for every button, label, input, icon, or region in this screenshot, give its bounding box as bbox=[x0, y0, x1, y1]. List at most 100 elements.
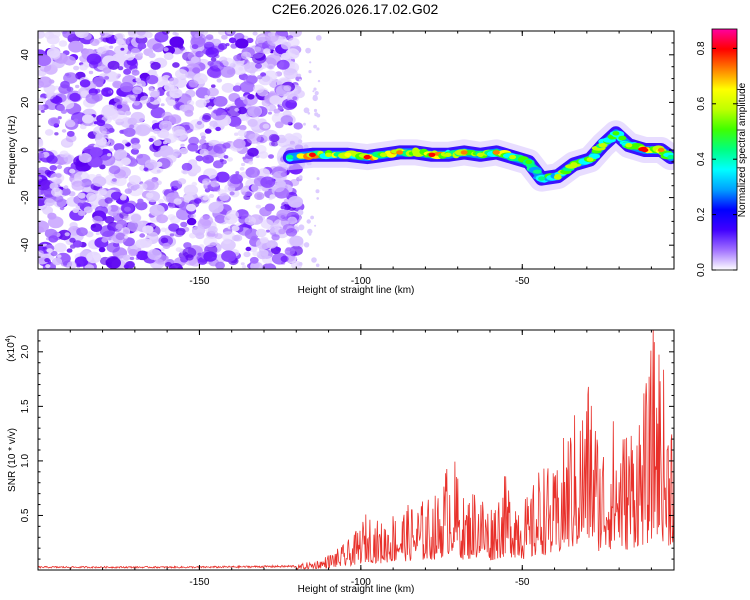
y-tick-label: 0 bbox=[20, 147, 31, 153]
noise-blob bbox=[308, 70, 312, 74]
noise-blob bbox=[169, 88, 183, 99]
noise-blob bbox=[285, 99, 298, 109]
noise-blob bbox=[177, 178, 187, 185]
noise-blob bbox=[46, 155, 58, 164]
noise-blob bbox=[124, 188, 132, 194]
noise-blob bbox=[66, 248, 73, 253]
noise-blob bbox=[102, 37, 109, 43]
noise-blob bbox=[307, 228, 313, 235]
noise-blob bbox=[277, 106, 284, 111]
noise-blob bbox=[61, 129, 67, 133]
noise-blob bbox=[114, 149, 128, 160]
noise-blob bbox=[271, 140, 279, 147]
noise-blob bbox=[257, 75, 263, 80]
noise-blob bbox=[167, 99, 176, 106]
noise-blob bbox=[312, 90, 315, 93]
signal-point bbox=[532, 169, 542, 174]
noise-blob bbox=[203, 251, 217, 262]
spectrogram-xlabel: Height of straight line (km) bbox=[298, 285, 415, 296]
noise-blob bbox=[202, 196, 209, 201]
noise-blob bbox=[144, 179, 159, 191]
noise-blob bbox=[51, 187, 63, 197]
noise-blob bbox=[214, 233, 223, 240]
noise-blob bbox=[95, 134, 103, 140]
noise-blob bbox=[183, 184, 199, 196]
noise-blob bbox=[254, 192, 265, 200]
noise-blob bbox=[268, 197, 273, 201]
snr-exponent-label: (x104) bbox=[5, 335, 17, 362]
noise-blob bbox=[58, 84, 72, 95]
noise-blob bbox=[250, 72, 255, 76]
colorbar-tick-label: 0.0 bbox=[696, 263, 707, 277]
signal-point bbox=[492, 150, 500, 155]
noise-blob bbox=[44, 129, 54, 136]
noise-blob bbox=[86, 53, 102, 65]
noise-blob bbox=[86, 251, 102, 264]
noise-blob bbox=[136, 123, 152, 136]
noise-blob bbox=[207, 87, 219, 97]
noise-blob bbox=[163, 47, 169, 52]
noise-blob bbox=[188, 80, 199, 88]
noise-blob bbox=[45, 264, 51, 269]
y-tick-label: 40 bbox=[20, 49, 31, 61]
noise-blob bbox=[256, 250, 269, 260]
noise-blob bbox=[49, 182, 59, 190]
noise-blob bbox=[193, 198, 202, 204]
noise-blob bbox=[113, 96, 123, 103]
noise-blob bbox=[137, 198, 144, 204]
noise-blob bbox=[179, 147, 188, 155]
snr-xlabel: Height of straight line (km) bbox=[298, 584, 415, 595]
noise-blob bbox=[255, 63, 262, 69]
colorbar-tick-label: 0.4 bbox=[696, 152, 707, 166]
noise-blob bbox=[148, 138, 154, 142]
noise-blob bbox=[195, 150, 200, 154]
noise-blob bbox=[195, 155, 204, 162]
noise-blob bbox=[93, 76, 104, 85]
noise-blob bbox=[201, 178, 212, 186]
noise-blob bbox=[149, 204, 165, 217]
noise-blob bbox=[255, 204, 261, 209]
noise-blob bbox=[208, 201, 224, 214]
noise-blob bbox=[287, 216, 298, 225]
noise-blob bbox=[205, 34, 214, 40]
noise-blob bbox=[133, 100, 140, 106]
noise-blob bbox=[108, 165, 121, 175]
noise-blob bbox=[77, 202, 83, 207]
noise-blob bbox=[179, 104, 189, 112]
noise-blob bbox=[79, 79, 91, 88]
noise-blob bbox=[62, 31, 76, 39]
noise-blob bbox=[148, 88, 160, 98]
noise-blob bbox=[51, 257, 63, 266]
noise-blob bbox=[72, 240, 83, 248]
noise-blob bbox=[261, 263, 277, 269]
noise-blob bbox=[125, 94, 136, 103]
noise-blob bbox=[146, 75, 159, 85]
noise-blob bbox=[68, 40, 84, 53]
noise-blob bbox=[130, 48, 140, 55]
noise-blob bbox=[208, 142, 214, 147]
signal-point bbox=[476, 152, 484, 157]
noise-blob bbox=[241, 265, 247, 269]
noise-blob bbox=[66, 130, 75, 137]
noise-blob bbox=[115, 38, 125, 45]
noise-blob bbox=[213, 186, 221, 192]
noise-blob bbox=[233, 138, 246, 149]
noise-blob bbox=[265, 54, 281, 66]
noise-blob bbox=[275, 85, 291, 97]
noise-blob bbox=[280, 172, 288, 177]
noise-blob bbox=[273, 108, 281, 114]
noise-blob bbox=[209, 120, 218, 128]
noise-blob bbox=[311, 257, 317, 263]
noise-blob bbox=[177, 230, 184, 236]
noise-blob bbox=[46, 248, 53, 254]
noise-blob bbox=[252, 31, 258, 36]
noise-blob bbox=[227, 116, 242, 127]
noise-blob bbox=[177, 266, 184, 269]
noise-blob bbox=[142, 225, 154, 234]
signal-point bbox=[396, 150, 404, 155]
noise-blob bbox=[135, 239, 148, 249]
noise-blob bbox=[271, 234, 280, 241]
noise-blob bbox=[243, 75, 257, 86]
noise-blob bbox=[54, 242, 67, 253]
colorbar-bar bbox=[711, 28, 738, 271]
